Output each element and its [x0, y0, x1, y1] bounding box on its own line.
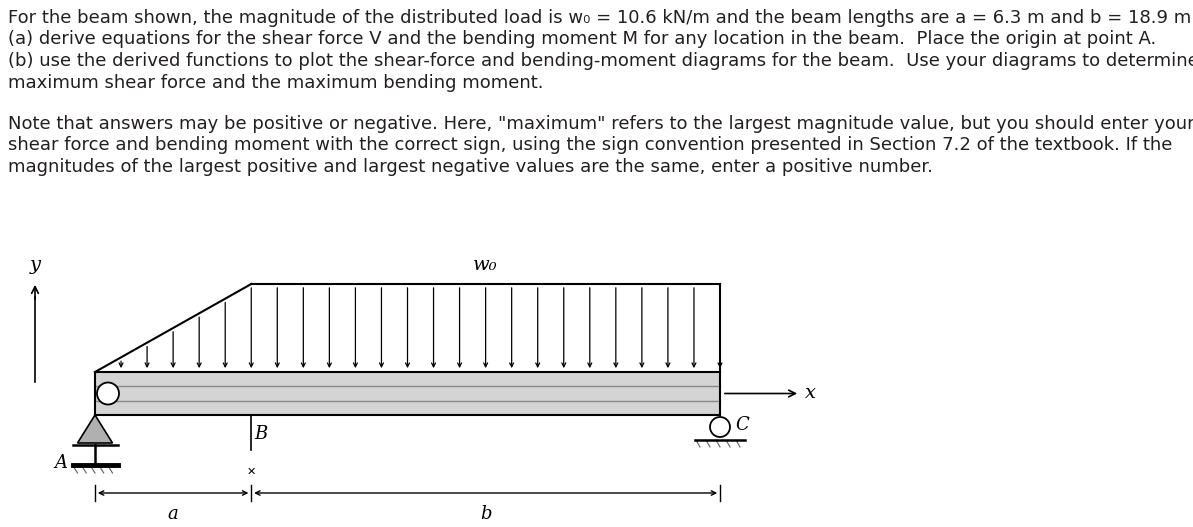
Text: y: y: [30, 256, 41, 274]
Text: magnitudes of the largest positive and largest negative values are the same, ent: magnitudes of the largest positive and l…: [8, 158, 933, 176]
Text: Note that answers may be positive or negative. Here, "maximum" refers to the lar: Note that answers may be positive or neg…: [8, 115, 1193, 133]
Text: C: C: [735, 416, 749, 434]
Text: w₀: w₀: [474, 256, 497, 274]
Circle shape: [710, 417, 730, 437]
Text: ✕: ✕: [247, 467, 256, 477]
Circle shape: [97, 383, 119, 405]
Text: a: a: [168, 505, 179, 523]
Text: For the beam shown, the magnitude of the distributed load is w₀ = 10.6 kN/m and : For the beam shown, the magnitude of the…: [8, 9, 1193, 27]
Bar: [95, 372, 721, 415]
Text: A: A: [55, 454, 68, 472]
Text: shear force and bending moment with the correct sign, using the sign convention : shear force and bending moment with the …: [8, 136, 1173, 154]
Polygon shape: [78, 415, 112, 443]
Text: B: B: [254, 425, 267, 443]
Text: maximum shear force and the maximum bending moment.: maximum shear force and the maximum bend…: [8, 73, 544, 92]
Text: b: b: [480, 505, 492, 523]
Text: (b) use the derived functions to plot the shear-force and bending-moment diagram: (b) use the derived functions to plot th…: [8, 52, 1193, 70]
Text: (a) derive equations for the shear force V and the bending moment M for any loca: (a) derive equations for the shear force…: [8, 31, 1156, 48]
Text: x: x: [805, 385, 816, 403]
